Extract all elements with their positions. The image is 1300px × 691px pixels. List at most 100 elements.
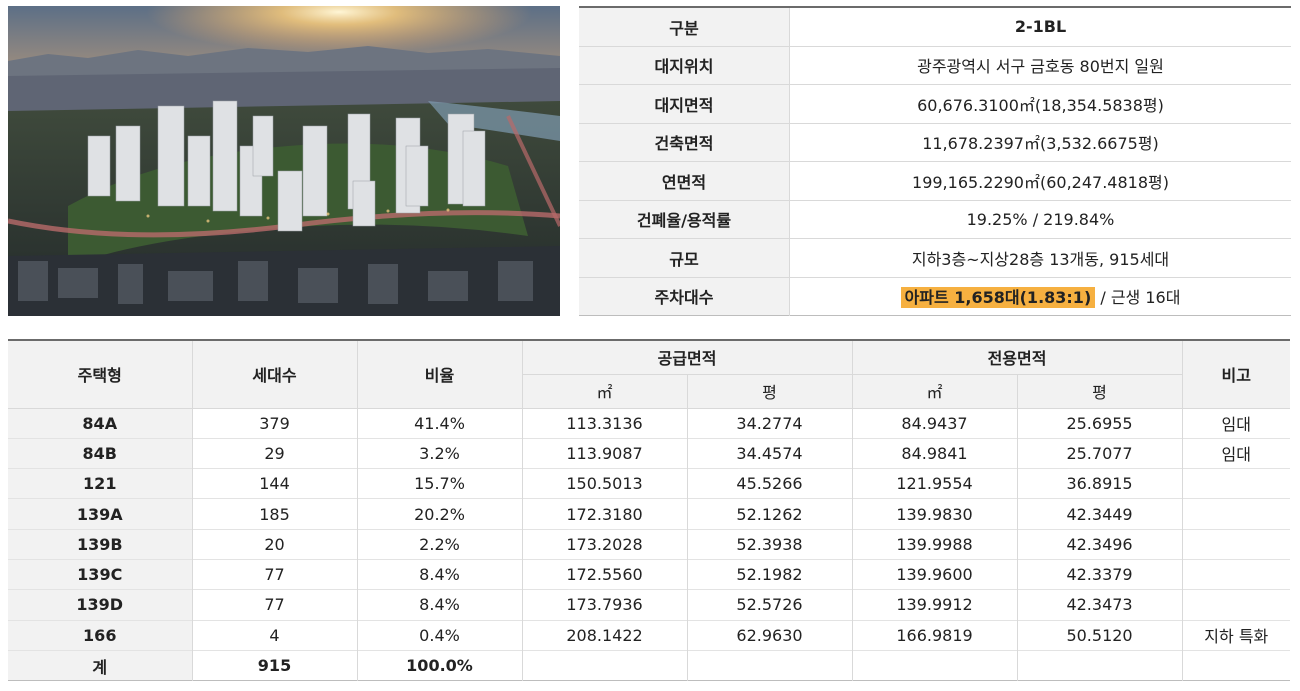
cell-ratio: 3.2% [356,437,523,469]
cell-note [1181,468,1291,499]
header-ratio: 비율 [356,340,523,409]
header-exclusive-pyeong: 평 [1016,373,1183,409]
table-row: 84B 29 3.2% 113.9087 34.4574 84.9841 25.… [8,437,1291,469]
table-row: 121 144 15.7% 150.5013 45.5266 121.9554 … [8,468,1291,499]
cell-type: 166 [8,619,193,651]
cell-households: 144 [191,468,358,499]
info-label: 규모 [579,238,790,277]
cell-exclusive-pyeong: 42.3496 [1016,528,1183,560]
cell-supply-sqm: 172.3180 [521,498,688,530]
parking-highlight: 아파트 1,658대(1.83:1) [900,287,1096,309]
header-unit-type: 주택형 [8,340,193,409]
info-label: 연면적 [579,161,790,200]
info-label: 주차대수 [579,276,790,316]
cell-exclusive-sqm: 139.9988 [851,528,1018,560]
table-row: 84A 379 41.4% 113.3136 34.2774 84.9437 2… [8,407,1291,439]
header-supply-pyeong: 평 [686,373,853,409]
table-row: 139A 185 20.2% 172.3180 52.1262 139.9830… [8,498,1291,530]
cell-ratio: 41.4% [356,407,523,439]
cell-exclusive-sqm: 84.9437 [851,407,1018,439]
table-row: 139C 77 8.4% 172.5560 52.1982 139.9600 4… [8,558,1291,590]
info-value: 11,678.2397㎡(3,532.6675평) [789,122,1291,162]
cell-ratio: 8.4% [356,558,523,590]
unit-type-table: 주택형 세대수 비율 공급면적 전용면적 비고 ㎡ 평 ㎡ 평 84A 379 … [8,339,1291,682]
cell-note: 임대 [1181,407,1291,439]
cell-type: 84A [8,407,193,439]
info-value: 2-1BL [1014,17,1067,37]
cell-supply-sqm: 150.5013 [521,468,688,499]
cell-note [1181,589,1291,621]
cell-empty [851,649,1018,681]
info-value: 19.25% / 219.84% [789,199,1291,239]
complex-aerial-rendering [8,6,560,316]
cell-type: 139A [8,498,193,530]
cell-households: 185 [191,498,358,530]
cell-households: 77 [191,589,358,621]
info-value: 광주광역시 서구 금호동 80번지 일원 [789,45,1291,85]
cell-type: 121 [8,468,193,499]
cell-type: 139C [8,558,193,590]
cell-type: 139B [8,528,193,560]
cell-note [1181,558,1291,590]
cell-note: 지하 특화 [1181,619,1291,651]
info-label: 건폐율/용적률 [579,199,790,239]
cell-supply-pyeong: 52.5726 [686,589,853,621]
cell-type: 139D [8,589,193,621]
info-label: 대지면적 [579,84,790,123]
info-value: 아파트 1,658대(1.83:1) / 근생 16대 [789,276,1291,316]
info-row-parking: 주차대수 아파트 1,658대(1.83:1) / 근생 16대 [579,276,1291,316]
cell-supply-pyeong: 52.3938 [686,528,853,560]
header-supply-area: 공급면적 [521,340,853,375]
header-exclusive-area: 전용면적 [851,340,1183,375]
cell-households: 20 [191,528,358,560]
cell-households: 4 [191,619,358,651]
cell-exclusive-pyeong: 36.8915 [1016,468,1183,499]
table-row: 166 4 0.4% 208.1422 62.9630 166.9819 50.… [8,619,1291,651]
cell-total-ratio: 100.0% [356,649,523,681]
info-value: 지하3층~지상28층 13개동, 915세대 [789,238,1291,277]
cell-exclusive-pyeong: 25.6955 [1016,407,1183,439]
cell-exclusive-sqm: 84.9841 [851,437,1018,469]
cell-supply-pyeong: 62.9630 [686,619,853,651]
info-label: 건축면적 [579,122,790,162]
cell-supply-pyeong: 45.5266 [686,468,853,499]
cell-supply-sqm: 113.3136 [521,407,688,439]
cell-supply-sqm: 173.2028 [521,528,688,560]
cell-exclusive-pyeong: 50.5120 [1016,619,1183,651]
cell-exclusive-pyeong: 42.3449 [1016,498,1183,530]
cell-exclusive-pyeong: 42.3379 [1016,558,1183,590]
cell-exclusive-sqm: 166.9819 [851,619,1018,651]
info-row-location: 대지위치 광주광역시 서구 금호동 80번지 일원 [579,45,1291,85]
parking-rest: / 근생 16대 [1095,288,1181,308]
cell-exclusive-pyeong: 25.7077 [1016,437,1183,469]
cell-note [1181,498,1291,530]
cell-ratio: 20.2% [356,498,523,530]
table-row: 139D 77 8.4% 173.7936 52.5726 139.9912 4… [8,589,1291,621]
cell-supply-pyeong: 34.4574 [686,437,853,469]
cell-households: 77 [191,558,358,590]
cell-note: 임대 [1181,437,1291,469]
header-supply-sqm: ㎡ [522,373,688,409]
cell-empty [521,649,688,681]
info-label: 대지위치 [579,45,790,85]
header-exclusive-sqm: ㎡ [851,373,1018,409]
cell-empty [1016,649,1183,681]
cell-empty [1181,649,1291,681]
cell-empty [686,649,853,681]
cell-type: 84B [8,437,193,469]
cell-exclusive-sqm: 139.9912 [851,589,1018,621]
cell-supply-pyeong: 52.1982 [686,558,853,590]
aerial-rendering-illustration [8,6,560,316]
cell-exclusive-sqm: 139.9830 [851,498,1018,530]
cell-supply-sqm: 172.5560 [521,558,688,590]
info-label: 구분 [579,7,790,46]
cell-supply-sqm: 208.1422 [521,619,688,651]
cell-total-households: 915 [191,649,358,681]
header-note: 비고 [1181,340,1291,409]
info-row-floor-area: 연면적 199,165.2290㎡(60,247.4818평) [579,161,1291,200]
info-row-coverage-ratio: 건폐율/용적률 19.25% / 219.84% [579,199,1291,239]
cell-total-label: 계 [8,649,193,681]
cell-households: 379 [191,407,358,439]
cell-exclusive-pyeong: 42.3473 [1016,589,1183,621]
cell-ratio: 2.2% [356,528,523,560]
